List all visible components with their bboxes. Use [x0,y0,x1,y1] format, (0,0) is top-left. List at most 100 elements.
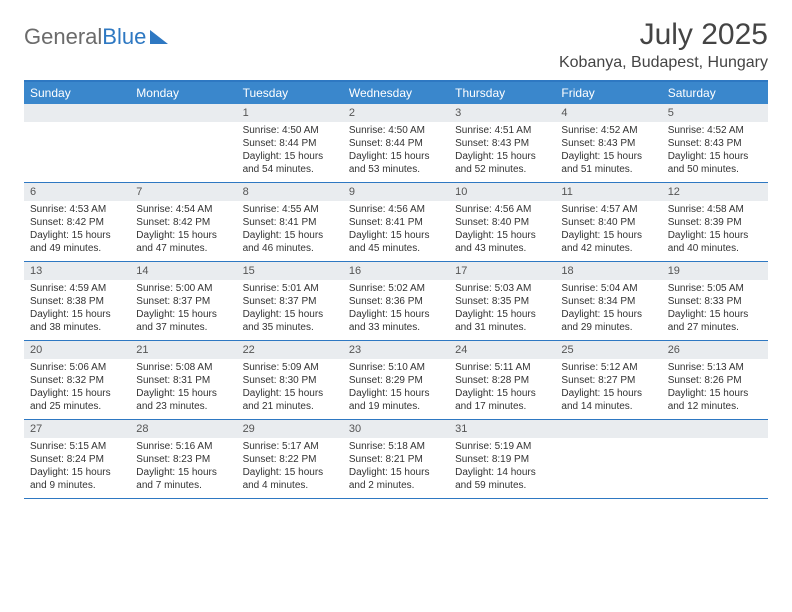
daylight-text: Daylight: 15 hours and 7 minutes. [136,466,230,492]
day-number: 24 [449,341,555,359]
day-cell-body: Sunrise: 4:51 AMSunset: 8:43 PMDaylight:… [449,122,555,180]
sunset-text: Sunset: 8:37 PM [243,295,337,308]
day-number: 27 [24,420,130,438]
sunset-text: Sunset: 8:42 PM [136,216,230,229]
sunrise-text: Sunrise: 5:06 AM [30,361,124,374]
day-of-week-header: Friday [555,82,661,104]
day-cell-body: Sunrise: 5:09 AMSunset: 8:30 PMDaylight:… [237,359,343,417]
day-number: 4 [555,104,661,122]
sunrise-text: Sunrise: 5:10 AM [349,361,443,374]
sunset-text: Sunset: 8:33 PM [668,295,762,308]
day-cell: 10Sunrise: 4:56 AMSunset: 8:40 PMDayligh… [449,183,555,261]
day-cell: 15Sunrise: 5:01 AMSunset: 8:37 PMDayligh… [237,262,343,340]
daylight-text: Daylight: 15 hours and 38 minutes. [30,308,124,334]
sunset-text: Sunset: 8:38 PM [30,295,124,308]
weeks-container: ..1Sunrise: 4:50 AMSunset: 8:44 PMDaylig… [24,104,768,499]
day-cell: 11 Sunrise: 4:57 AMSunset: 8:40 PMDayligh… [555,183,661,261]
sunrise-text: Sunrise: 4:54 AM [136,203,230,216]
week-row: 20Sunrise: 5:06 AMSunset: 8:32 PMDayligh… [24,341,768,420]
day-number: 22 [237,341,343,359]
daylight-text: Daylight: 15 hours and 9 minutes. [30,466,124,492]
day-cell-body: Sunrise: 4:50 AMSunset: 8:44 PMDaylight:… [343,122,449,180]
day-cell: 8Sunrise: 4:55 AMSunset: 8:41 PMDaylight… [237,183,343,261]
daylight-text: Daylight: 15 hours and 27 minutes. [668,308,762,334]
daylight-text: Daylight: 15 hours and 46 minutes. [243,229,337,255]
day-cell: 29Sunrise: 5:17 AMSunset: 8:22 PMDayligh… [237,420,343,498]
daylight-text: Daylight: 15 hours and 47 minutes. [136,229,230,255]
day-cell: 31Sunrise: 5:19 AMSunset: 8:19 PMDayligh… [449,420,555,498]
sunrise-text: Sunrise: 5:18 AM [349,440,443,453]
sunrise-text: Sunrise: 4:59 AM [30,282,124,295]
day-cell-body: Sunrise: 5:08 AMSunset: 8:31 PMDaylight:… [130,359,236,417]
day-cell-body: Sunrise: 5:16 AMSunset: 8:23 PMDaylight:… [130,438,236,496]
sunset-text: Sunset: 8:26 PM [668,374,762,387]
day-cell: 22Sunrise: 5:09 AMSunset: 8:30 PMDayligh… [237,341,343,419]
sunset-text: Sunset: 8:30 PM [243,374,337,387]
day-number: . [130,104,236,122]
day-number: 1 [237,104,343,122]
day-cell: 16Sunrise: 5:02 AMSunset: 8:36 PMDayligh… [343,262,449,340]
daylight-text: Daylight: 15 hours and 29 minutes. [561,308,655,334]
day-cell: . [555,420,661,498]
day-number: 9 [343,183,449,201]
day-cell: 12Sunrise: 4:58 AMSunset: 8:39 PMDayligh… [662,183,768,261]
sunset-text: Sunset: 8:29 PM [349,374,443,387]
day-number: 29 [237,420,343,438]
daylight-text: Daylight: 15 hours and 50 minutes. [668,150,762,176]
day-cell-body: Sunrise: 5:04 AMSunset: 8:34 PMDaylight:… [555,280,661,338]
day-number: 14 [130,262,236,280]
page-title: July 2025 [559,18,768,52]
week-row: 13Sunrise: 4:59 AMSunset: 8:38 PMDayligh… [24,262,768,341]
day-cell-body: Sunrise: 5:15 AMSunset: 8:24 PMDaylight:… [24,438,130,496]
sunrise-text: Sunrise: 5:15 AM [30,440,124,453]
sunset-text: Sunset: 8:24 PM [30,453,124,466]
day-of-week-header: Tuesday [237,82,343,104]
day-cell: 17Sunrise: 5:03 AMSunset: 8:35 PMDayligh… [449,262,555,340]
day-cell: 14 Sunrise: 5:00 AMSunset: 8:37 PMDayligh… [130,262,236,340]
week-row: 6Sunrise: 4:53 AMSunset: 8:42 PMDaylight… [24,183,768,262]
day-number: 11 [555,183,661,201]
daylight-text: Daylight: 15 hours and 2 minutes. [349,466,443,492]
sunrise-text: Sunrise: 5:17 AM [243,440,337,453]
sunrise-text: Sunrise: 5:01 AM [243,282,337,295]
day-cell-body [130,122,236,128]
daylight-text: Daylight: 15 hours and 4 minutes. [243,466,337,492]
day-cell: 20Sunrise: 5:06 AMSunset: 8:32 PMDayligh… [24,341,130,419]
sunset-text: Sunset: 8:41 PM [349,216,443,229]
day-number: . [662,420,768,438]
sunset-text: Sunset: 8:40 PM [561,216,655,229]
sunset-text: Sunset: 8:36 PM [349,295,443,308]
day-number: 23 [343,341,449,359]
daylight-text: Daylight: 15 hours and 42 minutes. [561,229,655,255]
sunrise-text: Sunrise: 5:00 AM [136,282,230,295]
day-cell-body: Sunrise: 5:01 AMSunset: 8:37 PMDaylight:… [237,280,343,338]
day-number: 5 [662,104,768,122]
sunrise-text: Sunrise: 5:04 AM [561,282,655,295]
sunrise-text: Sunrise: 4:56 AM [349,203,443,216]
daylight-text: Daylight: 15 hours and 45 minutes. [349,229,443,255]
daylight-text: Daylight: 15 hours and 37 minutes. [136,308,230,334]
sunset-text: Sunset: 8:32 PM [30,374,124,387]
sunset-text: Sunset: 8:40 PM [455,216,549,229]
sunrise-text: Sunrise: 5:09 AM [243,361,337,374]
day-number: 17 [449,262,555,280]
daylight-text: Daylight: 15 hours and 54 minutes. [243,150,337,176]
day-number: . [24,104,130,122]
page-subtitle: Kobanya, Budapest, Hungary [559,54,768,72]
sunrise-text: Sunrise: 5:13 AM [668,361,762,374]
sunrise-text: Sunrise: 4:57 AM [561,203,655,216]
day-number: 12 [662,183,768,201]
sunrise-text: Sunrise: 4:50 AM [349,124,443,137]
sunset-text: Sunset: 8:37 PM [136,295,230,308]
sunset-text: Sunset: 8:43 PM [455,137,549,150]
daylight-text: Daylight: 15 hours and 49 minutes. [30,229,124,255]
brand-logo: GeneralBlue [24,18,168,50]
day-cell-body: Sunrise: 4:53 AMSunset: 8:42 PMDaylight:… [24,201,130,259]
day-cell: 4Sunrise: 4:52 AMSunset: 8:43 PMDaylight… [555,104,661,182]
day-cell: 26Sunrise: 5:13 AMSunset: 8:26 PMDayligh… [662,341,768,419]
day-cell: . [24,104,130,182]
header: GeneralBlue July 2025 Kobanya, Budapest,… [24,18,768,72]
day-cell: 27Sunrise: 5:15 AMSunset: 8:24 PMDayligh… [24,420,130,498]
daylight-text: Daylight: 15 hours and 52 minutes. [455,150,549,176]
day-number: 20 [24,341,130,359]
